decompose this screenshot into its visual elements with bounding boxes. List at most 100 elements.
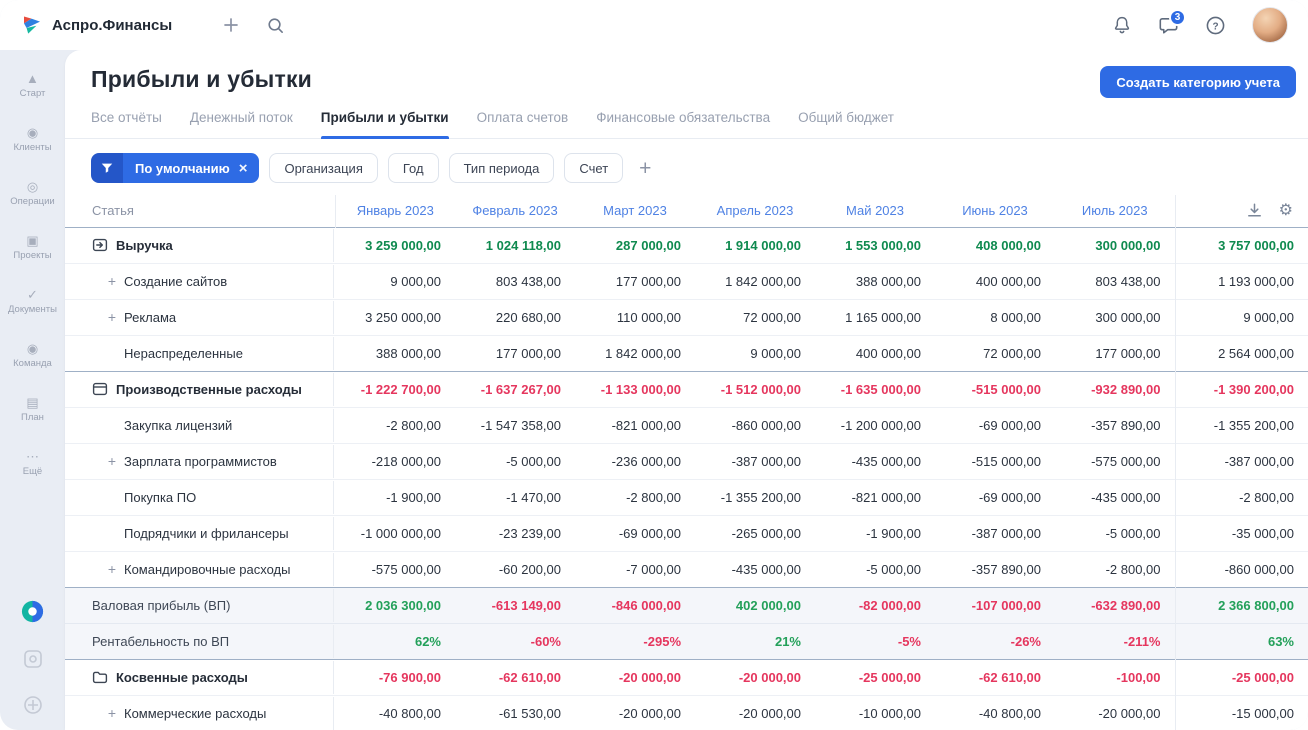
- value-cell: -632 890,00: [1055, 586, 1175, 623]
- sidebar-item-team[interactable]: ◉ Команда: [8, 328, 57, 382]
- bell-icon[interactable]: [1106, 9, 1138, 41]
- tab-invoice-payment[interactable]: Оплата счетов: [476, 110, 569, 125]
- row-label: Зарплата программистов: [124, 453, 277, 469]
- filter-chip[interactable]: Организация: [269, 153, 378, 183]
- value-cell: 3 259 000,00: [335, 226, 455, 263]
- help-icon[interactable]: ?: [1199, 9, 1232, 42]
- sidebar-item-documents[interactable]: ✓ Документы: [8, 274, 57, 328]
- value-cell: -265 000,00: [695, 514, 815, 551]
- search-icon[interactable]: [260, 10, 291, 41]
- sidebar-item-projects[interactable]: ▣ Проекты: [8, 220, 57, 274]
- tab-profit-loss[interactable]: Прибыли и убытки: [320, 110, 449, 139]
- row-label-cell: +Закупка лицензий: [65, 406, 335, 443]
- value-cell: -69 000,00: [575, 514, 695, 551]
- sidebar-item-label: Старт: [19, 87, 46, 99]
- expand-row-icon[interactable]: +: [107, 561, 117, 577]
- download-icon[interactable]: [1246, 202, 1263, 219]
- tab-fin-obligations[interactable]: Финансовые обязательства: [596, 110, 771, 125]
- filter-chip[interactable]: Тип периода: [448, 153, 555, 183]
- row-label: Реклама: [124, 309, 177, 325]
- finance-app-icon[interactable]: [20, 599, 45, 624]
- value-cell: -1 637 267,00: [455, 370, 575, 407]
- value-cell: 1 193 000,00: [1174, 262, 1308, 299]
- value-cell: -10 000,00: [815, 694, 935, 730]
- value-cell: -1 133 000,00: [575, 370, 695, 407]
- expand-row-icon[interactable]: +: [107, 453, 117, 469]
- filter-bar: По умолчанию × Организация Год Тип периода…: [65, 139, 1308, 195]
- row-label-cell: Косвенные расходы: [65, 658, 335, 695]
- sidebar-item-plan[interactable]: ▤ План: [8, 382, 57, 436]
- user-avatar[interactable]: [1252, 7, 1288, 43]
- value-cell: 62%: [335, 622, 455, 659]
- value-cell: -387 000,00: [1174, 442, 1308, 479]
- row-label-cell: + Реклама: [65, 298, 335, 335]
- create-category-button[interactable]: Создать категорию учета: [1100, 66, 1296, 98]
- value-cell: 388 000,00: [335, 334, 455, 371]
- value-cell: -1 900,00: [335, 478, 455, 515]
- value-cell: 177 000,00: [575, 262, 695, 299]
- value-cell: -575 000,00: [335, 550, 455, 587]
- column-header-month: Июнь 2023: [962, 203, 1028, 219]
- sidebar-extra-icon-2[interactable]: [22, 694, 44, 716]
- value-cell: 803 438,00: [1055, 262, 1175, 299]
- sidebar-item-start[interactable]: ▲ Старт: [8, 58, 57, 112]
- value-cell: 402 000,00: [695, 586, 815, 623]
- value-cell: -357 890,00: [1055, 406, 1175, 443]
- table-row: Валовая прибыль (ВП) 2 036 300,00 -613 149…: [65, 586, 1308, 623]
- value-cell: -218 000,00: [335, 442, 455, 479]
- expand-row-icon[interactable]: +: [107, 309, 117, 325]
- active-filter-pill[interactable]: По умолчанию ×: [91, 153, 260, 183]
- filter-chip[interactable]: Год: [387, 153, 439, 183]
- column-header-month: Март 2023: [603, 203, 667, 219]
- report-table: Статья Январь 2023 Февраль 2023 Март 2023 Ап…: [65, 195, 1308, 730]
- global-add-button[interactable]: [216, 10, 246, 40]
- close-icon[interactable]: ×: [238, 159, 248, 177]
- tab-general-budget[interactable]: Общий бюджет: [798, 110, 894, 125]
- value-cell: -69 000,00: [935, 406, 1055, 443]
- tab-cash-flow[interactable]: Денежный поток: [189, 110, 293, 125]
- sidebar-item-label: Клиенты: [13, 141, 52, 153]
- sidebar-item-more[interactable]: ⋯ Ещё: [8, 436, 57, 490]
- value-cell: -40 800,00: [935, 694, 1055, 730]
- value-cell: -15 000,00: [1174, 694, 1308, 730]
- expand-row-icon[interactable]: +: [107, 705, 117, 721]
- active-filter-label: По умолчанию: [135, 160, 230, 176]
- value-cell: -61 530,00: [455, 694, 575, 730]
- filter-chips: Организация Год Тип периода Счет: [269, 153, 624, 183]
- card-header: Прибыли и убытки Создать категорию учета: [65, 50, 1308, 98]
- value-cell: 408 000,00: [935, 226, 1055, 263]
- sidebar-extra-icon-1[interactable]: [22, 648, 44, 670]
- brand[interactable]: Аспро.Финансы: [20, 14, 172, 36]
- filter-chip[interactable]: Счет: [564, 153, 624, 183]
- clients-icon: ◉: [26, 124, 39, 140]
- table-tools: ⚙: [1174, 195, 1308, 227]
- value-cell: -1 355 200,00: [1174, 406, 1308, 443]
- value-cell: -107 000,00: [935, 586, 1055, 623]
- tab-all-reports[interactable]: Все отчёты: [91, 110, 162, 125]
- value-cell: 9 000,00: [335, 262, 455, 299]
- sidebar-item-operations[interactable]: ◎ Операции: [8, 166, 57, 220]
- value-cell: -1 470,00: [455, 478, 575, 515]
- value-cell: 3 757 000,00: [1174, 226, 1308, 263]
- page-title: Прибыли и убытки: [91, 66, 312, 92]
- report-table-wrap: Статья Январь 2023 Февраль 2023 Март 2023 Ап…: [65, 195, 1308, 730]
- expand-row-icon[interactable]: +: [107, 273, 117, 289]
- value-cell: 177 000,00: [1055, 334, 1175, 371]
- value-cell: -2 800,00: [1174, 478, 1308, 515]
- projects-icon: ▣: [26, 232, 39, 248]
- sidebar-bottom: [20, 599, 45, 716]
- add-filter-button[interactable]: +: [633, 158, 657, 179]
- value-cell: -1 900,00: [815, 514, 935, 551]
- value-cell: -20 000,00: [1055, 694, 1175, 730]
- messages-button[interactable]: 3: [1158, 8, 1186, 36]
- sidebar-item-clients[interactable]: ◉ Клиенты: [8, 112, 57, 166]
- topbar: Аспро.Финансы 3 ?: [0, 0, 1308, 50]
- settings-gear-icon[interactable]: ⚙: [1278, 201, 1293, 219]
- sidebar-item-label: Документы: [8, 303, 57, 315]
- value-cell: 9 000,00: [695, 334, 815, 371]
- sidebar-nav: ▲ Старт ◉ Клиенты ◎ Операции ▣ Проекты ✓ Документ…: [8, 58, 57, 490]
- table-row: Косвенные расходы -76 900,00 -62 610,00 -20…: [65, 658, 1308, 695]
- value-cell: -613 149,00: [455, 586, 575, 623]
- value-cell: -575 000,00: [1055, 442, 1175, 479]
- value-cell: -860 000,00: [695, 406, 815, 443]
